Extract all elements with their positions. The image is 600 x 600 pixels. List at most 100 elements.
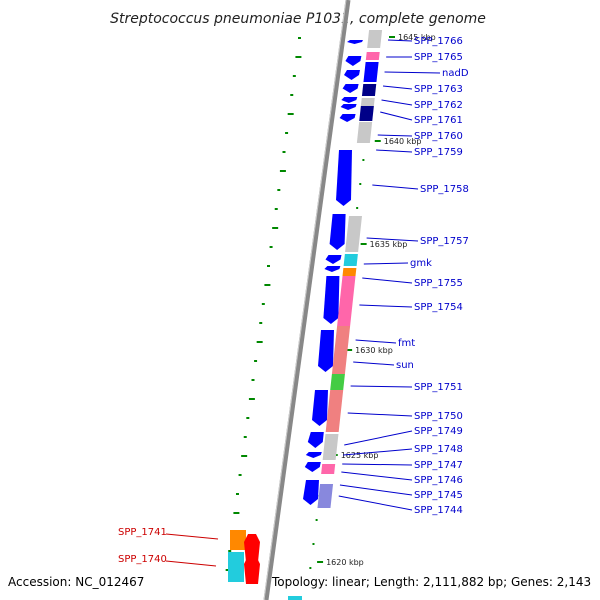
highlighted-gene-band	[228, 552, 244, 582]
scale-marker-label: 1640 kbp	[384, 137, 422, 146]
gene-arrow	[339, 114, 356, 122]
label-connector	[372, 184, 419, 190]
gene-label: SPP_1746	[414, 475, 463, 486]
feature-layer	[228, 30, 383, 600]
annotation-band	[317, 484, 334, 508]
gene-arrow	[303, 480, 319, 505]
gene-label: SPP_1765	[414, 52, 463, 63]
gene-arrow	[344, 70, 360, 80]
scale-marker-label: 1620 kbp	[326, 558, 364, 567]
gene-label: SPP_1744	[414, 505, 463, 516]
highlighted-gene-arrow	[244, 534, 260, 562]
annotation-band	[367, 30, 383, 48]
gene-arrow	[336, 150, 352, 206]
gene-arrow	[318, 330, 334, 372]
annotation-band	[360, 98, 375, 106]
tick-layer: 1645 kbp 1640 kbp 1635 kbp 1630 kbp 1625 kbp…	[225, 33, 436, 571]
highlighted-gene-arrow	[244, 556, 260, 584]
gene-label: SPP_1759	[414, 147, 463, 158]
annotation-band	[361, 84, 377, 96]
label-connector	[384, 71, 441, 74]
gene-label: SPP_1750	[414, 411, 463, 422]
label-connector	[376, 149, 413, 153]
label-connector	[339, 484, 413, 496]
highlighted-gene-band	[230, 530, 246, 550]
genome-backbone	[263, 0, 351, 600]
annotation-band	[331, 326, 351, 374]
highlighted-connector	[165, 533, 219, 540]
gene-label: SPP_1751	[414, 382, 463, 393]
gene-arrow	[324, 266, 341, 272]
genome-summary-text: Topology: linear; Length: 2,111,882 bp; …	[271, 575, 591, 589]
label-connector	[338, 495, 413, 511]
gene-arrow	[342, 84, 359, 93]
annotation-band	[363, 62, 379, 82]
annotation-band	[343, 254, 358, 266]
label-connector	[350, 385, 413, 388]
gene-arrow	[305, 452, 322, 458]
annotation-band	[365, 52, 380, 60]
annotation-band	[345, 216, 362, 252]
gene-label: SPP_1757	[420, 236, 469, 247]
label-connector	[387, 39, 413, 42]
gene-label: SPP_1754	[414, 302, 463, 313]
label-connector	[377, 134, 413, 137]
scale-marker-label: 1645 kbp	[398, 33, 436, 42]
highlighted-connector	[165, 560, 217, 567]
label-connector	[353, 361, 395, 366]
gene-arrow	[329, 214, 346, 250]
annotation-band	[359, 106, 374, 121]
label-connector	[366, 237, 419, 242]
annotation-band	[325, 390, 344, 432]
gene-label: SPP_1748	[414, 444, 463, 455]
gene-label: SPP_1747	[414, 460, 463, 471]
accession-text: Accession: NC_012467	[8, 575, 144, 589]
label-connector	[359, 304, 413, 308]
gene-label: sun	[396, 360, 414, 371]
gene-arrow	[312, 390, 328, 426]
gene-arrow	[340, 104, 357, 110]
gene-label: SPP_1760	[414, 131, 463, 142]
gene-label: nadD	[442, 68, 469, 79]
gene-arrow	[323, 276, 340, 324]
gene-arrow	[304, 462, 321, 472]
gene-arrow	[347, 40, 363, 44]
label-connector	[343, 448, 413, 456]
label-connector	[342, 463, 413, 466]
annotation-band	[288, 596, 302, 600]
gene-arrow	[325, 255, 342, 264]
label-connector	[341, 471, 413, 481]
annotation-band	[322, 434, 339, 460]
gene-label: SPP_1745	[414, 490, 463, 501]
gene-label: SPP_1766	[414, 36, 463, 47]
label-connector	[362, 277, 413, 284]
label-connector	[344, 430, 413, 446]
label-connector	[355, 339, 397, 344]
highlighted-gene-label: SPP_1741	[118, 527, 167, 538]
gene-label: SPP_1749	[414, 426, 463, 437]
map-title: Streptococcus pneumoniae P1031, complete…	[110, 11, 486, 27]
scale-marker-label: 1630 kbp	[355, 346, 393, 355]
label-connector	[347, 412, 413, 417]
gene-label: gmk	[410, 258, 432, 269]
gene-arrow	[307, 432, 324, 448]
gene-arrow	[345, 56, 362, 66]
gene-label: SPP_1758	[420, 184, 469, 195]
annotation-band	[330, 374, 345, 390]
label-connector	[380, 111, 413, 121]
gene-label: SPP_1763	[414, 84, 463, 95]
scale-marker-label: 1635 kbp	[370, 240, 408, 249]
gene-label: SPP_1761	[414, 115, 463, 126]
connector-layer	[165, 39, 441, 567]
annotation-band	[356, 122, 373, 143]
highlighted-gene-label: SPP_1740	[118, 554, 167, 565]
annotation-band	[337, 276, 356, 326]
gene-label: SPP_1762	[414, 100, 463, 111]
genome-backbone-edge	[263, 0, 347, 600]
footer: Accession: NC_012467 Topology: linear; L…	[8, 575, 591, 589]
label-connector	[381, 99, 413, 106]
label-connector	[363, 262, 409, 265]
gene-label: fmt	[398, 338, 415, 349]
gene-arrow	[341, 97, 358, 103]
